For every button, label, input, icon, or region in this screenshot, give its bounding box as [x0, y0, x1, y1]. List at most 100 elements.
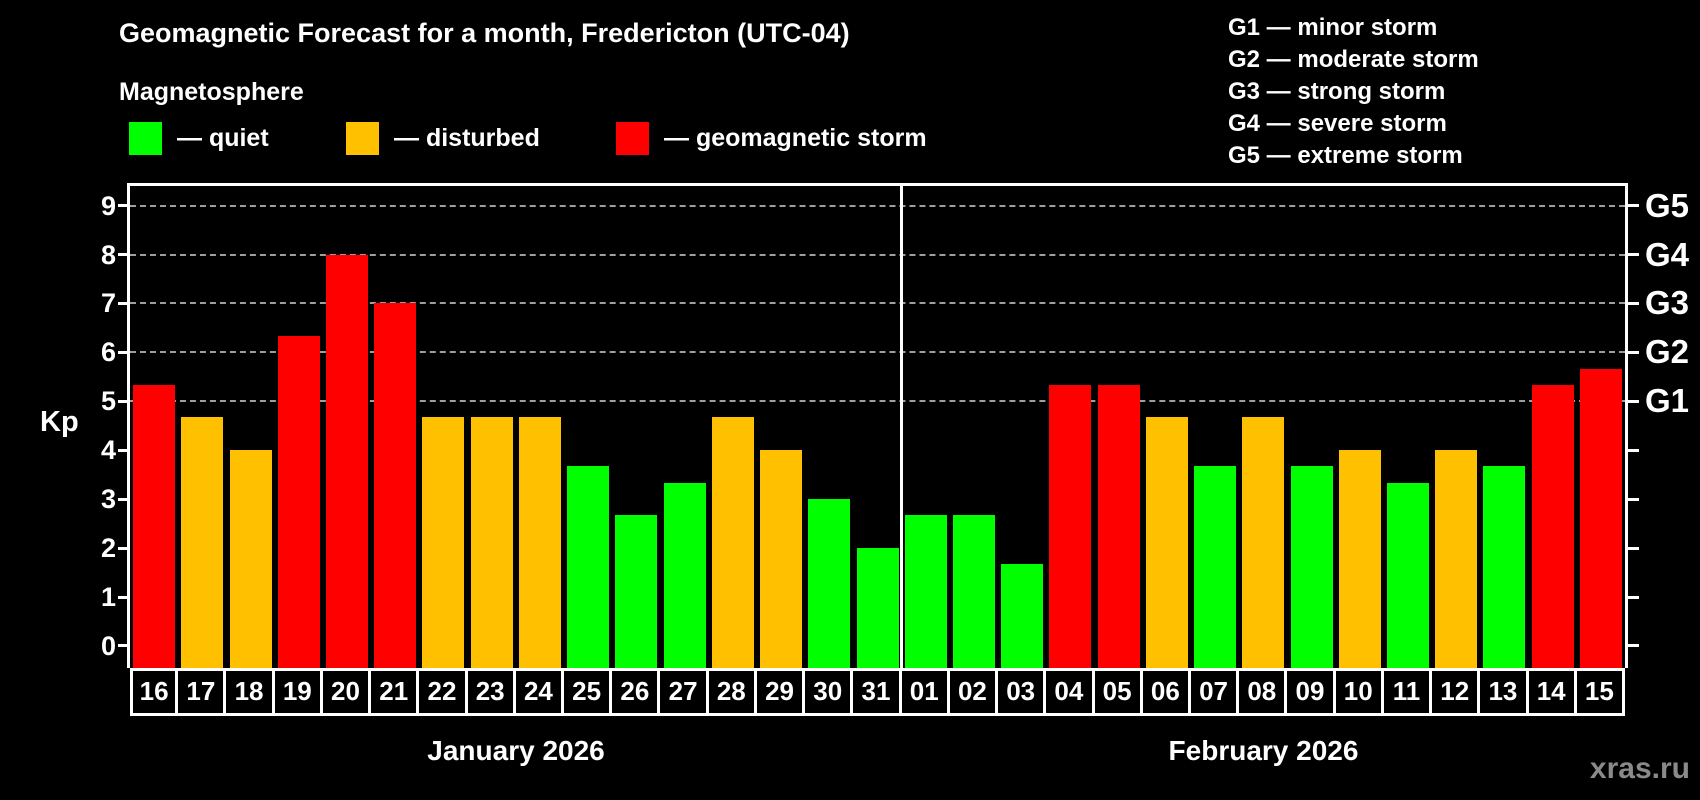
right-tick-8 — [1628, 253, 1639, 256]
day-label-feb-14: 14 — [1528, 668, 1577, 716]
bar-jan-16 — [133, 385, 176, 668]
plot-top-border — [127, 183, 1628, 186]
y-tick-label-1: 1 — [100, 582, 116, 613]
left-tick-2 — [118, 546, 127, 550]
day-label-feb-11: 11 — [1383, 668, 1433, 716]
bar-jan-28 — [711, 417, 754, 668]
bar-feb-11 — [1386, 483, 1429, 668]
bar-jan-26 — [615, 515, 658, 668]
bar-feb-13 — [1483, 466, 1526, 668]
day-label-feb-15: 15 — [1576, 668, 1625, 716]
right-tick-4 — [1628, 448, 1639, 452]
right-tick-0 — [1628, 644, 1639, 648]
left-tick-8 — [118, 253, 127, 256]
left-tick-3 — [118, 497, 127, 501]
day-label-jan-31: 31 — [853, 668, 902, 716]
day-label-feb-09: 09 — [1287, 668, 1336, 716]
bar-feb-06 — [1145, 417, 1188, 668]
day-label-feb-05: 05 — [1094, 668, 1143, 716]
right-tick-2 — [1628, 546, 1639, 550]
day-label-feb-02: 02 — [949, 668, 999, 716]
bar-feb-09 — [1290, 466, 1333, 668]
magnetosphere-subtitle: Magnetosphere — [119, 78, 304, 106]
february-month-label: February 2026 — [1168, 735, 1359, 766]
month-divider-line — [900, 186, 904, 668]
day-label-feb-08: 08 — [1239, 668, 1288, 716]
day-label-jan-29: 29 — [756, 668, 806, 716]
quiet-legend-swatch — [129, 122, 162, 155]
gridline-kp5 — [130, 400, 1625, 403]
day-label-jan-16: 16 — [130, 668, 179, 716]
bar-feb-05 — [1097, 385, 1140, 668]
bar-feb-10 — [1338, 450, 1381, 668]
gridline-kp6 — [130, 351, 1625, 354]
y-tick-label-6: 6 — [100, 337, 116, 368]
day-label-jan-20: 20 — [322, 668, 372, 716]
bar-jan-21 — [374, 303, 417, 668]
bar-feb-14 — [1531, 385, 1574, 668]
bar-jan-24 — [518, 417, 561, 668]
day-label-jan-25: 25 — [564, 668, 613, 716]
page-title: Geomagnetic Forecast for a month, Freder… — [119, 18, 850, 48]
day-label-jan-23: 23 — [467, 668, 516, 716]
bar-jan-27 — [663, 483, 706, 668]
bar-feb-03 — [1001, 564, 1044, 668]
day-label-jan-19: 19 — [274, 668, 323, 716]
day-label-feb-12: 12 — [1432, 668, 1481, 716]
bar-jan-20 — [326, 254, 369, 668]
right-tick-7 — [1628, 301, 1639, 305]
g5-legend-line: G5 — extreme storm — [1228, 142, 1463, 169]
bar-feb-07 — [1194, 466, 1237, 668]
left-tick-4 — [118, 448, 127, 452]
january-month-label: January 2026 — [427, 735, 605, 766]
bar-jan-18 — [229, 450, 272, 668]
g-axis-label-g4: G4 — [1645, 235, 1690, 273]
g4-legend-line: G4 — severe storm — [1228, 110, 1447, 137]
bar-jan-30 — [808, 499, 851, 668]
day-label-feb-06: 06 — [1142, 668, 1191, 716]
right-tick-3 — [1628, 497, 1639, 501]
left-tick-9 — [118, 204, 127, 208]
day-label-jan-24: 24 — [515, 668, 565, 716]
day-label-jan-30: 30 — [805, 668, 854, 716]
bar-jan-31 — [856, 548, 899, 668]
g-axis-label-g3: G3 — [1645, 284, 1690, 322]
y-tick-label-0: 0 — [100, 630, 116, 661]
day-label-feb-01: 01 — [901, 668, 950, 716]
g2-legend-line: G2 — moderate storm — [1228, 46, 1479, 73]
day-label-jan-26: 26 — [612, 668, 661, 716]
y-tick-label-3: 3 — [100, 484, 116, 515]
y-tick-label-5: 5 — [100, 386, 116, 417]
left-tick-5 — [118, 399, 127, 403]
bar-jan-23 — [470, 417, 513, 668]
y-axis-left-line — [127, 183, 130, 668]
g1-legend-line: G1 — minor storm — [1228, 14, 1438, 41]
gridline-kp8 — [130, 253, 1625, 256]
gridline-kp9 — [130, 204, 1625, 207]
gridline-kp7 — [130, 302, 1625, 305]
bar-feb-12 — [1435, 450, 1478, 668]
g-scale-legend: G1 — minor storm G2 — moderate storm G3 … — [1228, 12, 1479, 172]
quiet-legend-label: — quiet — [177, 124, 269, 152]
day-label-jan-21: 21 — [371, 668, 420, 716]
bar-jan-25 — [567, 466, 610, 668]
bar-jan-17 — [181, 417, 224, 668]
day-label-feb-04: 04 — [1046, 668, 1095, 716]
storm-legend-label: — geomagnetic storm — [664, 124, 927, 152]
storm-legend-swatch — [616, 122, 649, 155]
y-tick-label-4: 4 — [100, 435, 116, 466]
g-axis-label-g1: G1 — [1645, 382, 1690, 420]
y-axis-label: Kp — [40, 406, 79, 438]
day-label-feb-10: 10 — [1335, 668, 1384, 716]
left-tick-0 — [118, 644, 127, 648]
y-axis-right-line — [1625, 183, 1628, 668]
day-label-jan-27: 27 — [660, 668, 709, 716]
y-tick-label-9: 9 — [100, 190, 116, 221]
g-axis-label-g5: G5 — [1645, 186, 1690, 224]
y-tick-label-2: 2 — [100, 533, 116, 564]
watermark: xras.ru — [1589, 752, 1690, 785]
y-tick-label-7: 7 — [100, 288, 116, 319]
day-label-feb-03: 03 — [998, 668, 1047, 716]
day-label-jan-28: 28 — [708, 668, 757, 716]
